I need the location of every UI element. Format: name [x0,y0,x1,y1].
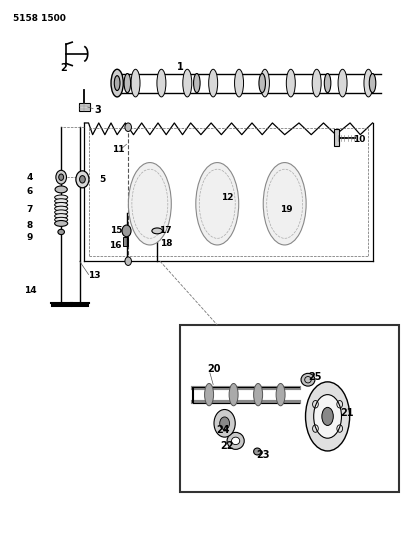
Text: 20: 20 [207,364,220,374]
Ellipse shape [253,383,262,406]
Ellipse shape [234,69,243,97]
Text: 24: 24 [216,425,229,435]
Ellipse shape [311,69,320,97]
Ellipse shape [260,69,269,97]
Text: 21: 21 [339,408,353,418]
Ellipse shape [54,210,67,215]
Ellipse shape [263,163,306,245]
Text: 23: 23 [256,450,270,459]
Text: 10: 10 [352,135,364,144]
Ellipse shape [151,228,162,234]
Circle shape [122,225,131,237]
Ellipse shape [369,74,375,93]
Text: 2: 2 [61,63,67,73]
Ellipse shape [231,437,239,445]
Ellipse shape [305,382,349,451]
Circle shape [125,257,131,265]
Ellipse shape [258,74,265,93]
Text: 5: 5 [99,175,105,184]
Text: 6: 6 [26,187,32,196]
Circle shape [58,174,63,180]
Ellipse shape [54,203,67,207]
Ellipse shape [229,383,238,406]
Text: 9: 9 [26,233,32,242]
Circle shape [125,123,131,132]
Ellipse shape [54,206,67,211]
Ellipse shape [300,373,314,386]
Ellipse shape [324,74,330,93]
Ellipse shape [321,407,333,425]
Ellipse shape [363,69,372,97]
Text: 18: 18 [160,239,173,248]
Bar [180,325,398,492]
Circle shape [213,409,235,437]
Text: 25: 25 [307,372,321,382]
Circle shape [79,175,85,183]
Ellipse shape [182,69,191,97]
Ellipse shape [157,69,166,97]
Bar [79,103,90,111]
Ellipse shape [227,432,244,449]
Text: 19: 19 [280,205,292,214]
Ellipse shape [131,69,140,97]
Circle shape [76,171,89,188]
Text: 17: 17 [159,227,171,236]
Text: 1: 1 [177,62,183,72]
Text: 16: 16 [109,241,121,250]
Ellipse shape [337,69,346,97]
Text: 12: 12 [221,193,233,202]
Text: 22: 22 [220,441,234,451]
Text: 11: 11 [111,145,124,154]
Ellipse shape [313,394,341,438]
Ellipse shape [54,221,67,227]
Ellipse shape [55,186,67,193]
Ellipse shape [124,74,130,93]
Text: 13: 13 [88,271,100,280]
Ellipse shape [253,448,261,455]
Ellipse shape [54,195,67,200]
Ellipse shape [208,69,217,97]
Bar [333,129,339,147]
Ellipse shape [275,383,284,406]
Ellipse shape [111,69,123,97]
Circle shape [56,170,66,184]
Ellipse shape [54,199,67,204]
Ellipse shape [193,74,200,93]
Text: 4: 4 [26,173,32,182]
Bar [123,237,128,246]
Ellipse shape [54,214,67,219]
Text: 14: 14 [24,286,37,295]
Ellipse shape [204,383,213,406]
Ellipse shape [196,163,238,245]
Text: 15: 15 [110,227,122,236]
Ellipse shape [58,229,64,235]
Text: 8: 8 [26,221,32,230]
Ellipse shape [54,217,67,222]
Ellipse shape [128,163,171,245]
Text: 5158 1500: 5158 1500 [13,14,66,23]
Ellipse shape [285,69,294,97]
Text: 7: 7 [26,205,32,214]
Circle shape [219,417,229,430]
Text: 3: 3 [94,104,101,115]
Ellipse shape [114,76,120,91]
